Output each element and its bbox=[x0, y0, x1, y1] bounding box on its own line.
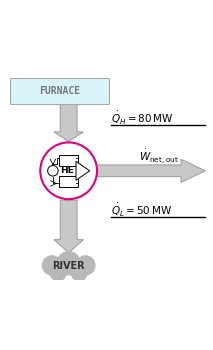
Text: FURNACE: FURNACE bbox=[39, 86, 80, 96]
Bar bbox=[59, 176, 78, 187]
Circle shape bbox=[57, 252, 80, 275]
Circle shape bbox=[48, 166, 58, 176]
Circle shape bbox=[50, 265, 66, 281]
Circle shape bbox=[40, 142, 97, 199]
Bar bbox=[59, 155, 78, 166]
Text: $\dot{Q}_L = 50\,\mathrm{MW}$: $\dot{Q}_L = 50\,\mathrm{MW}$ bbox=[111, 202, 172, 219]
Bar bbox=[10, 78, 109, 104]
Text: HE: HE bbox=[60, 166, 73, 175]
Polygon shape bbox=[54, 104, 83, 141]
Polygon shape bbox=[54, 200, 83, 253]
Circle shape bbox=[42, 256, 61, 275]
Polygon shape bbox=[76, 161, 90, 180]
Text: $\dot{Q}_H = 80\,\mathrm{MW}$: $\dot{Q}_H = 80\,\mathrm{MW}$ bbox=[111, 110, 173, 127]
Circle shape bbox=[71, 265, 87, 281]
Text: $\dot{W}_{\mathrm{net,out}}$: $\dot{W}_{\mathrm{net,out}}$ bbox=[139, 148, 179, 166]
Polygon shape bbox=[95, 159, 205, 182]
Text: RIVER: RIVER bbox=[52, 261, 85, 272]
Circle shape bbox=[76, 256, 95, 275]
